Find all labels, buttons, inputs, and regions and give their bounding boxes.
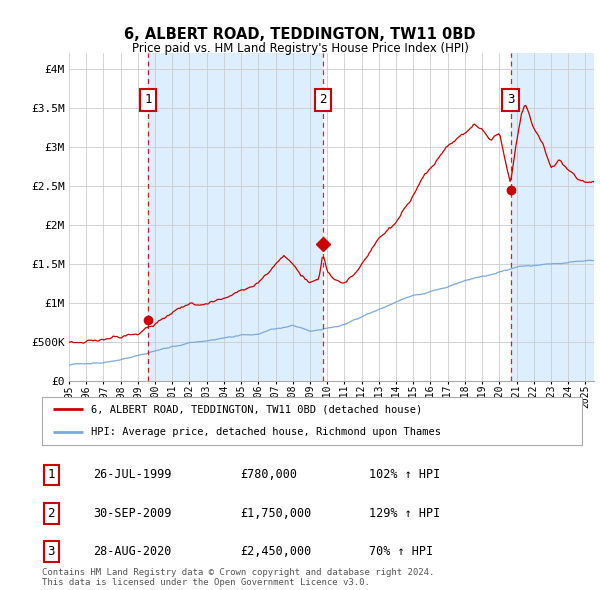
Text: 129% ↑ HPI: 129% ↑ HPI (369, 507, 440, 520)
Text: 3: 3 (47, 545, 55, 558)
Text: 3: 3 (507, 93, 514, 106)
Text: 6, ALBERT ROAD, TEDDINGTON, TW11 0BD (detached house): 6, ALBERT ROAD, TEDDINGTON, TW11 0BD (de… (91, 404, 422, 414)
Bar (323, 53, 511, 381)
Text: Price paid vs. HM Land Registry's House Price Index (HPI): Price paid vs. HM Land Registry's House … (131, 42, 469, 55)
Text: 2: 2 (319, 93, 326, 106)
Text: 26-JUL-1999: 26-JUL-1999 (93, 468, 172, 481)
Text: £1,750,000: £1,750,000 (240, 507, 311, 520)
Text: 1: 1 (144, 93, 152, 106)
Text: 2: 2 (47, 507, 55, 520)
Text: HPI: Average price, detached house, Richmond upon Thames: HPI: Average price, detached house, Rich… (91, 427, 440, 437)
Text: 102% ↑ HPI: 102% ↑ HPI (369, 468, 440, 481)
Text: Contains HM Land Registry data © Crown copyright and database right 2024.
This d: Contains HM Land Registry data © Crown c… (42, 568, 434, 587)
Bar (148, 53, 323, 381)
Text: 6, ALBERT ROAD, TEDDINGTON, TW11 0BD: 6, ALBERT ROAD, TEDDINGTON, TW11 0BD (124, 27, 476, 41)
Bar (511, 53, 594, 381)
Text: £780,000: £780,000 (240, 468, 297, 481)
Text: 30-SEP-2009: 30-SEP-2009 (93, 507, 172, 520)
Text: 70% ↑ HPI: 70% ↑ HPI (369, 545, 433, 558)
Text: 1: 1 (47, 468, 55, 481)
Text: £2,450,000: £2,450,000 (240, 545, 311, 558)
Text: 28-AUG-2020: 28-AUG-2020 (93, 545, 172, 558)
